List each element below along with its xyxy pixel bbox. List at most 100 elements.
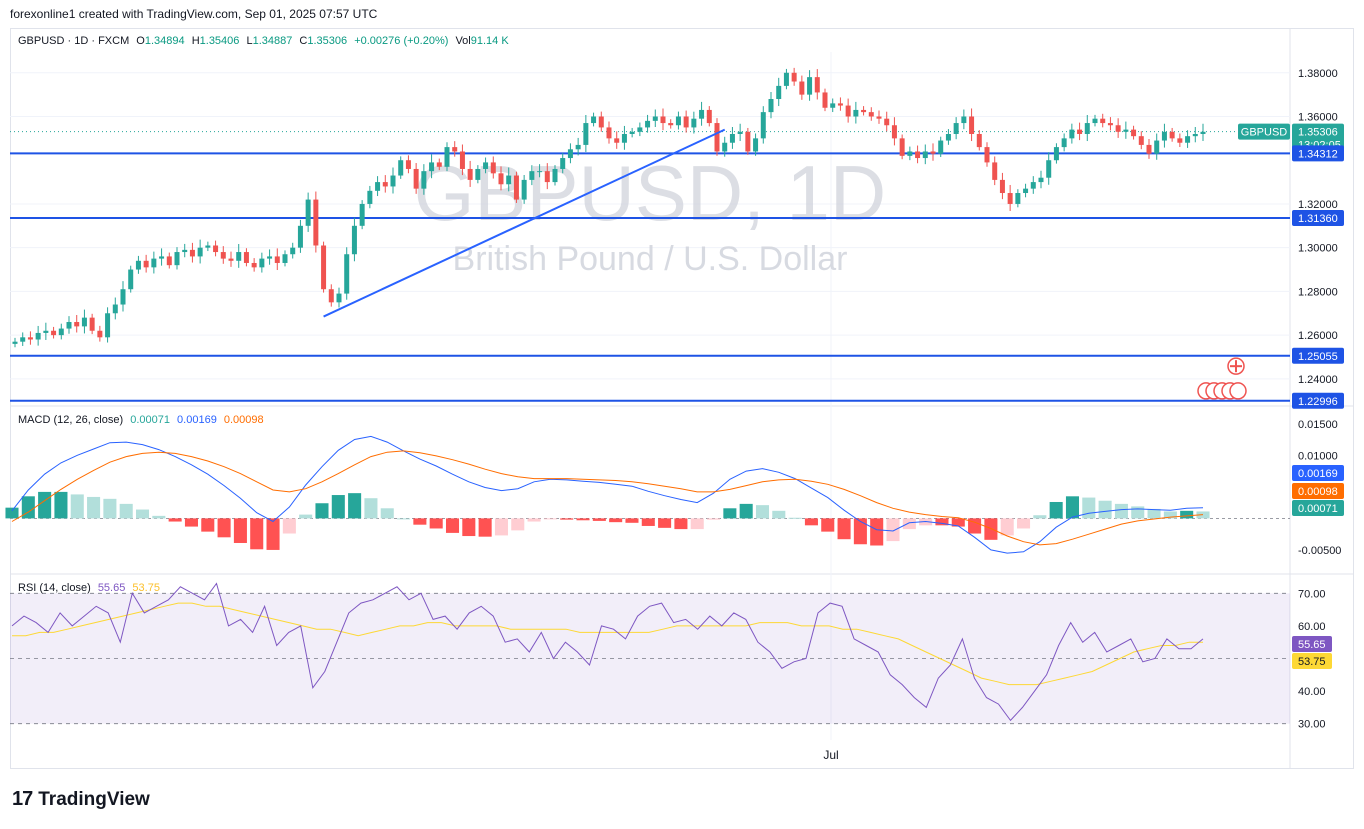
rsi-tag-label: 55.65	[1298, 639, 1326, 651]
macd-histogram-bar	[902, 518, 916, 530]
candle	[213, 240, 219, 257]
current-price-label: 1.35306	[1298, 127, 1338, 139]
candle-body	[1030, 182, 1036, 189]
macd-histogram-bar	[413, 518, 427, 525]
candle-body	[105, 313, 111, 338]
candle-body	[783, 72, 789, 86]
close-label: C	[299, 35, 308, 47]
macd-histogram-bar	[184, 518, 198, 527]
macd-value-line: 0.00169	[177, 414, 217, 426]
candle-body	[228, 258, 234, 261]
candle-body	[1053, 147, 1059, 161]
candle-body	[1185, 136, 1191, 143]
candle-body	[945, 133, 951, 141]
tradingview-logo[interactable]: 17 TradingView	[12, 788, 150, 811]
macd-histogram-bar	[135, 509, 150, 519]
candle-body	[328, 289, 334, 303]
candle-body	[652, 116, 658, 121]
candle-body	[290, 247, 296, 255]
candle-body	[560, 158, 566, 169]
candle	[606, 121, 612, 144]
candle	[367, 185, 373, 209]
macd-histogram-bar	[804, 518, 818, 526]
candle	[1146, 138, 1152, 159]
candle	[845, 98, 851, 123]
macd-value-signal: 0.00098	[223, 414, 264, 426]
level-tag-bg	[1292, 209, 1344, 226]
macd-tag-label: 0.00098	[1298, 486, 1338, 498]
candle	[313, 191, 319, 253]
rsi-legend: RSI (14, close) 55.65 53.75	[18, 582, 164, 594]
candle-body	[1161, 131, 1167, 141]
chart-credit: forexonline1 created with TradingView.co…	[10, 7, 378, 21]
candle-body	[938, 140, 944, 154]
macd-tag-bg	[1292, 483, 1344, 499]
candle	[1023, 183, 1029, 198]
macd-histogram-bar	[315, 503, 329, 519]
candle	[614, 131, 620, 149]
candle	[459, 144, 465, 176]
candle	[135, 255, 141, 274]
candle-body	[297, 225, 303, 248]
macd-histogram-bar	[478, 518, 492, 537]
candle-body	[675, 116, 681, 126]
macd-histogram-bar	[38, 491, 52, 519]
macd-label[interactable]: MACD (12, 26, close)	[18, 414, 124, 426]
macd-histogram-bar	[951, 518, 965, 527]
candle-body	[583, 123, 589, 145]
candle	[791, 67, 797, 86]
candle	[297, 219, 303, 253]
candle-body	[398, 160, 404, 176]
macd-histogram-bar	[853, 518, 867, 545]
macd-histogram-bar	[625, 518, 639, 523]
candle-body	[614, 138, 620, 143]
price-tick-label: 1.32000	[1298, 199, 1338, 211]
candle-body	[1192, 133, 1198, 137]
candle-body	[1084, 123, 1090, 134]
candle-body	[930, 151, 936, 154]
candle-body	[89, 317, 95, 331]
macd-tick-label: -0.00500	[1298, 545, 1341, 557]
level-tag-bg	[1292, 392, 1344, 409]
candle	[814, 69, 820, 100]
candle	[567, 143, 573, 164]
candle	[953, 117, 959, 140]
candle-body	[1077, 129, 1083, 134]
candle-body	[961, 116, 967, 124]
candle-body	[891, 125, 897, 139]
open-label: O	[136, 35, 145, 47]
level-price-tag: 1.22996	[1292, 392, 1344, 409]
candle-body	[606, 127, 612, 139]
candle	[58, 323, 64, 340]
candle-body	[645, 120, 651, 128]
level-price-tag: 1.34312	[1292, 145, 1344, 162]
candle-body	[483, 162, 489, 169]
candle	[776, 77, 782, 107]
price-tick-label: 1.36000	[1298, 111, 1338, 123]
rsi-label[interactable]: RSI (14, close)	[18, 582, 91, 594]
rsi-tick-label: 60.00	[1298, 621, 1326, 633]
rsi-tag-bg	[1292, 653, 1332, 669]
macd-histogram-bar	[331, 495, 345, 519]
symbol-name[interactable]: GBPUSD · 1D · FXCM	[18, 35, 130, 47]
macd-histogram-bar	[282, 518, 296, 534]
time-tick-label: Jul	[823, 748, 838, 762]
candle-body	[776, 85, 782, 100]
candle	[637, 122, 643, 137]
candle-body	[51, 330, 57, 336]
candle	[1092, 114, 1098, 127]
candle	[999, 172, 1005, 200]
macd-histogram-bar	[723, 508, 737, 519]
candle	[66, 316, 72, 334]
macd-histogram-bar	[1114, 503, 1128, 519]
candle-body	[413, 168, 419, 189]
candle	[760, 106, 766, 144]
candle-body	[737, 131, 743, 134]
macd-tick-label: 0.01500	[1298, 419, 1338, 431]
level-price-tag: 1.25055	[1292, 347, 1344, 364]
candle-body	[128, 269, 134, 290]
candle	[753, 133, 759, 156]
rsi-tick-label: 40.00	[1298, 686, 1326, 698]
macd-histogram-bar	[870, 518, 884, 546]
